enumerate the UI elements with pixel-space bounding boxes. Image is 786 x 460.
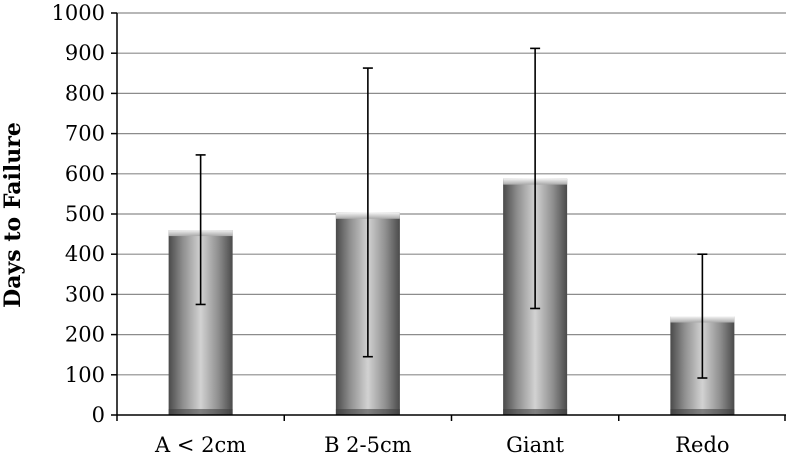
y-tick-label: 500 (65, 202, 105, 226)
y-tick-label: 0 (92, 403, 105, 427)
y-tick-label: 900 (65, 41, 105, 65)
error-bar (697, 253, 708, 379)
x-category-label: A < 2cm (154, 433, 246, 455)
bar-bottom-bevel (335, 409, 400, 415)
axes (111, 12, 786, 421)
x-category-label: Giant (506, 433, 565, 455)
y-axis-title: Days to Failure (0, 122, 26, 308)
error-bar (362, 67, 373, 358)
bar-bottom-bevel (670, 409, 735, 415)
bar-bottom-bevel (168, 409, 233, 415)
error-bar (195, 154, 206, 306)
error-bars (195, 47, 708, 379)
bar-bottom-bevel (503, 409, 568, 415)
y-tick-label: 800 (65, 81, 105, 105)
y-tick-label: 600 (65, 162, 105, 186)
y-tick-label: 100 (65, 363, 105, 387)
y-tick-label: 700 (65, 122, 105, 146)
axis-labels: 0 100 200 300 400 500 600 700 800 900 1000 A < 2cm B… (52, 1, 730, 457)
error-bar (530, 47, 541, 310)
x-category-label: Redo (675, 433, 729, 455)
y-tick-label: 400 (65, 242, 105, 266)
y-tick-label: 200 (65, 323, 105, 347)
y-tick-label: 1000 (52, 1, 105, 25)
x-category-label: B 2-5cm (324, 433, 412, 455)
y-tick-label: 300 (65, 282, 105, 306)
